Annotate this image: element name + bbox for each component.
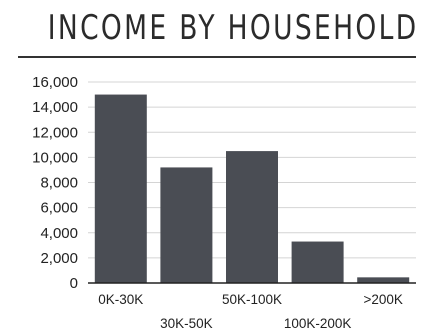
y-tick-label: 8,000 xyxy=(40,175,78,192)
bar xyxy=(226,151,278,283)
y-tick-label: 14,000 xyxy=(32,99,78,116)
bar xyxy=(357,277,410,283)
x-category-label: >200K xyxy=(363,292,402,307)
chart-title: INCOME BY HOUSEHOLD xyxy=(47,8,419,48)
y-axis-ticks: 0 2,000 4,000 6,000 8,000 10,000 12,000 14,000 1… xyxy=(32,74,78,292)
bar xyxy=(160,167,213,283)
x-category-label: 50K-100K xyxy=(222,292,282,307)
y-tick-label: 6,000 xyxy=(40,200,78,217)
y-tick-label: 12,000 xyxy=(32,124,78,141)
x-category-label: 0K-30K xyxy=(98,292,143,307)
y-tick-label: 0 xyxy=(70,275,78,292)
bars xyxy=(94,94,410,283)
bar xyxy=(94,94,147,283)
bar xyxy=(291,241,344,283)
y-tick-label: 4,000 xyxy=(40,225,78,242)
x-category-label: 30K-50K xyxy=(160,316,213,331)
title-divider xyxy=(18,56,416,58)
y-tick-label: 10,000 xyxy=(32,149,78,166)
y-tick-label: 16,000 xyxy=(32,74,78,91)
x-category-label: 100K-200K xyxy=(284,316,352,331)
y-tick-label: 2,000 xyxy=(40,250,78,267)
